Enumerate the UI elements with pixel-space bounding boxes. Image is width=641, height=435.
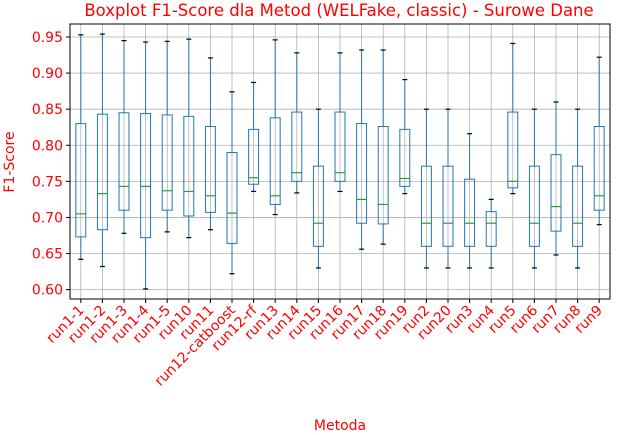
box-run16 — [334, 52, 346, 193]
iqr-box — [356, 123, 368, 224]
iqr-box — [248, 128, 260, 185]
box-run10 — [183, 38, 195, 239]
iqr-box — [572, 165, 584, 247]
iqr-box — [507, 111, 519, 189]
iqr-box — [550, 154, 562, 232]
y-tick-label: 0.85 — [32, 102, 63, 118]
box-run3 — [464, 133, 476, 269]
iqr-box — [75, 123, 87, 238]
iqr-box — [269, 117, 281, 205]
y-tick-label: 0.90 — [32, 66, 63, 82]
boxes-group — [75, 33, 605, 290]
iqr-box — [334, 111, 346, 182]
box-run8 — [572, 108, 584, 269]
box-run20 — [442, 108, 454, 269]
chart-title: Boxplot F1-Score dla Metod (WELFake, cla… — [84, 1, 593, 20]
iqr-box — [291, 111, 303, 182]
box-run1-2 — [96, 33, 108, 268]
box-run7 — [550, 101, 562, 256]
y-axis: 0.60 0.65 0.70 0.75 0.80 0.85 0.90 0.95 — [32, 30, 70, 299]
iqr-box — [528, 165, 540, 247]
box-run1-5 — [161, 40, 173, 233]
box-run1-4 — [140, 41, 152, 290]
iqr-box — [118, 112, 130, 211]
y-tick-label: 0.70 — [32, 210, 63, 226]
iqr-box — [442, 165, 454, 247]
iqr-box — [399, 128, 411, 187]
box-run9 — [593, 56, 605, 226]
y-tick-label: 0.75 — [32, 174, 63, 190]
box-run12-rf — [248, 81, 260, 193]
y-tick-label: 0.65 — [32, 247, 63, 263]
x-axis-label: Metoda — [314, 418, 366, 434]
y-tick-label: 0.60 — [32, 283, 63, 299]
box-run2 — [420, 108, 432, 269]
iqr-box — [377, 125, 389, 225]
iqr-box — [485, 211, 497, 247]
box-run19 — [399, 78, 411, 195]
box-run1-1 — [75, 34, 87, 260]
iqr-box — [161, 114, 173, 211]
box-run1-3 — [118, 40, 130, 234]
iqr-box — [312, 165, 324, 247]
iqr-box — [464, 178, 476, 247]
x-axis: run1-1run1-2run1-3run1-4run1-5run10run11… — [44, 299, 606, 389]
y-tick-label: 0.80 — [32, 138, 63, 154]
iqr-box — [183, 115, 195, 217]
iqr-box — [140, 113, 152, 239]
box-run6 — [528, 108, 540, 269]
iqr-box — [226, 151, 238, 244]
iqr-box — [204, 125, 216, 213]
box-run18 — [377, 49, 389, 245]
box-run15 — [312, 108, 324, 269]
y-axis-label: F1-Score — [2, 131, 18, 192]
iqr-box — [593, 125, 605, 211]
box-run14 — [291, 52, 303, 194]
iqr-box — [96, 113, 108, 231]
box-run5 — [507, 42, 519, 195]
y-tick-label: 0.95 — [32, 30, 63, 46]
box-run17 — [356, 49, 368, 250]
box-run13 — [269, 39, 281, 216]
iqr-box — [420, 165, 432, 247]
box-run11 — [204, 57, 216, 231]
box-run12-catboost — [226, 91, 238, 275]
box-run4 — [485, 198, 497, 269]
